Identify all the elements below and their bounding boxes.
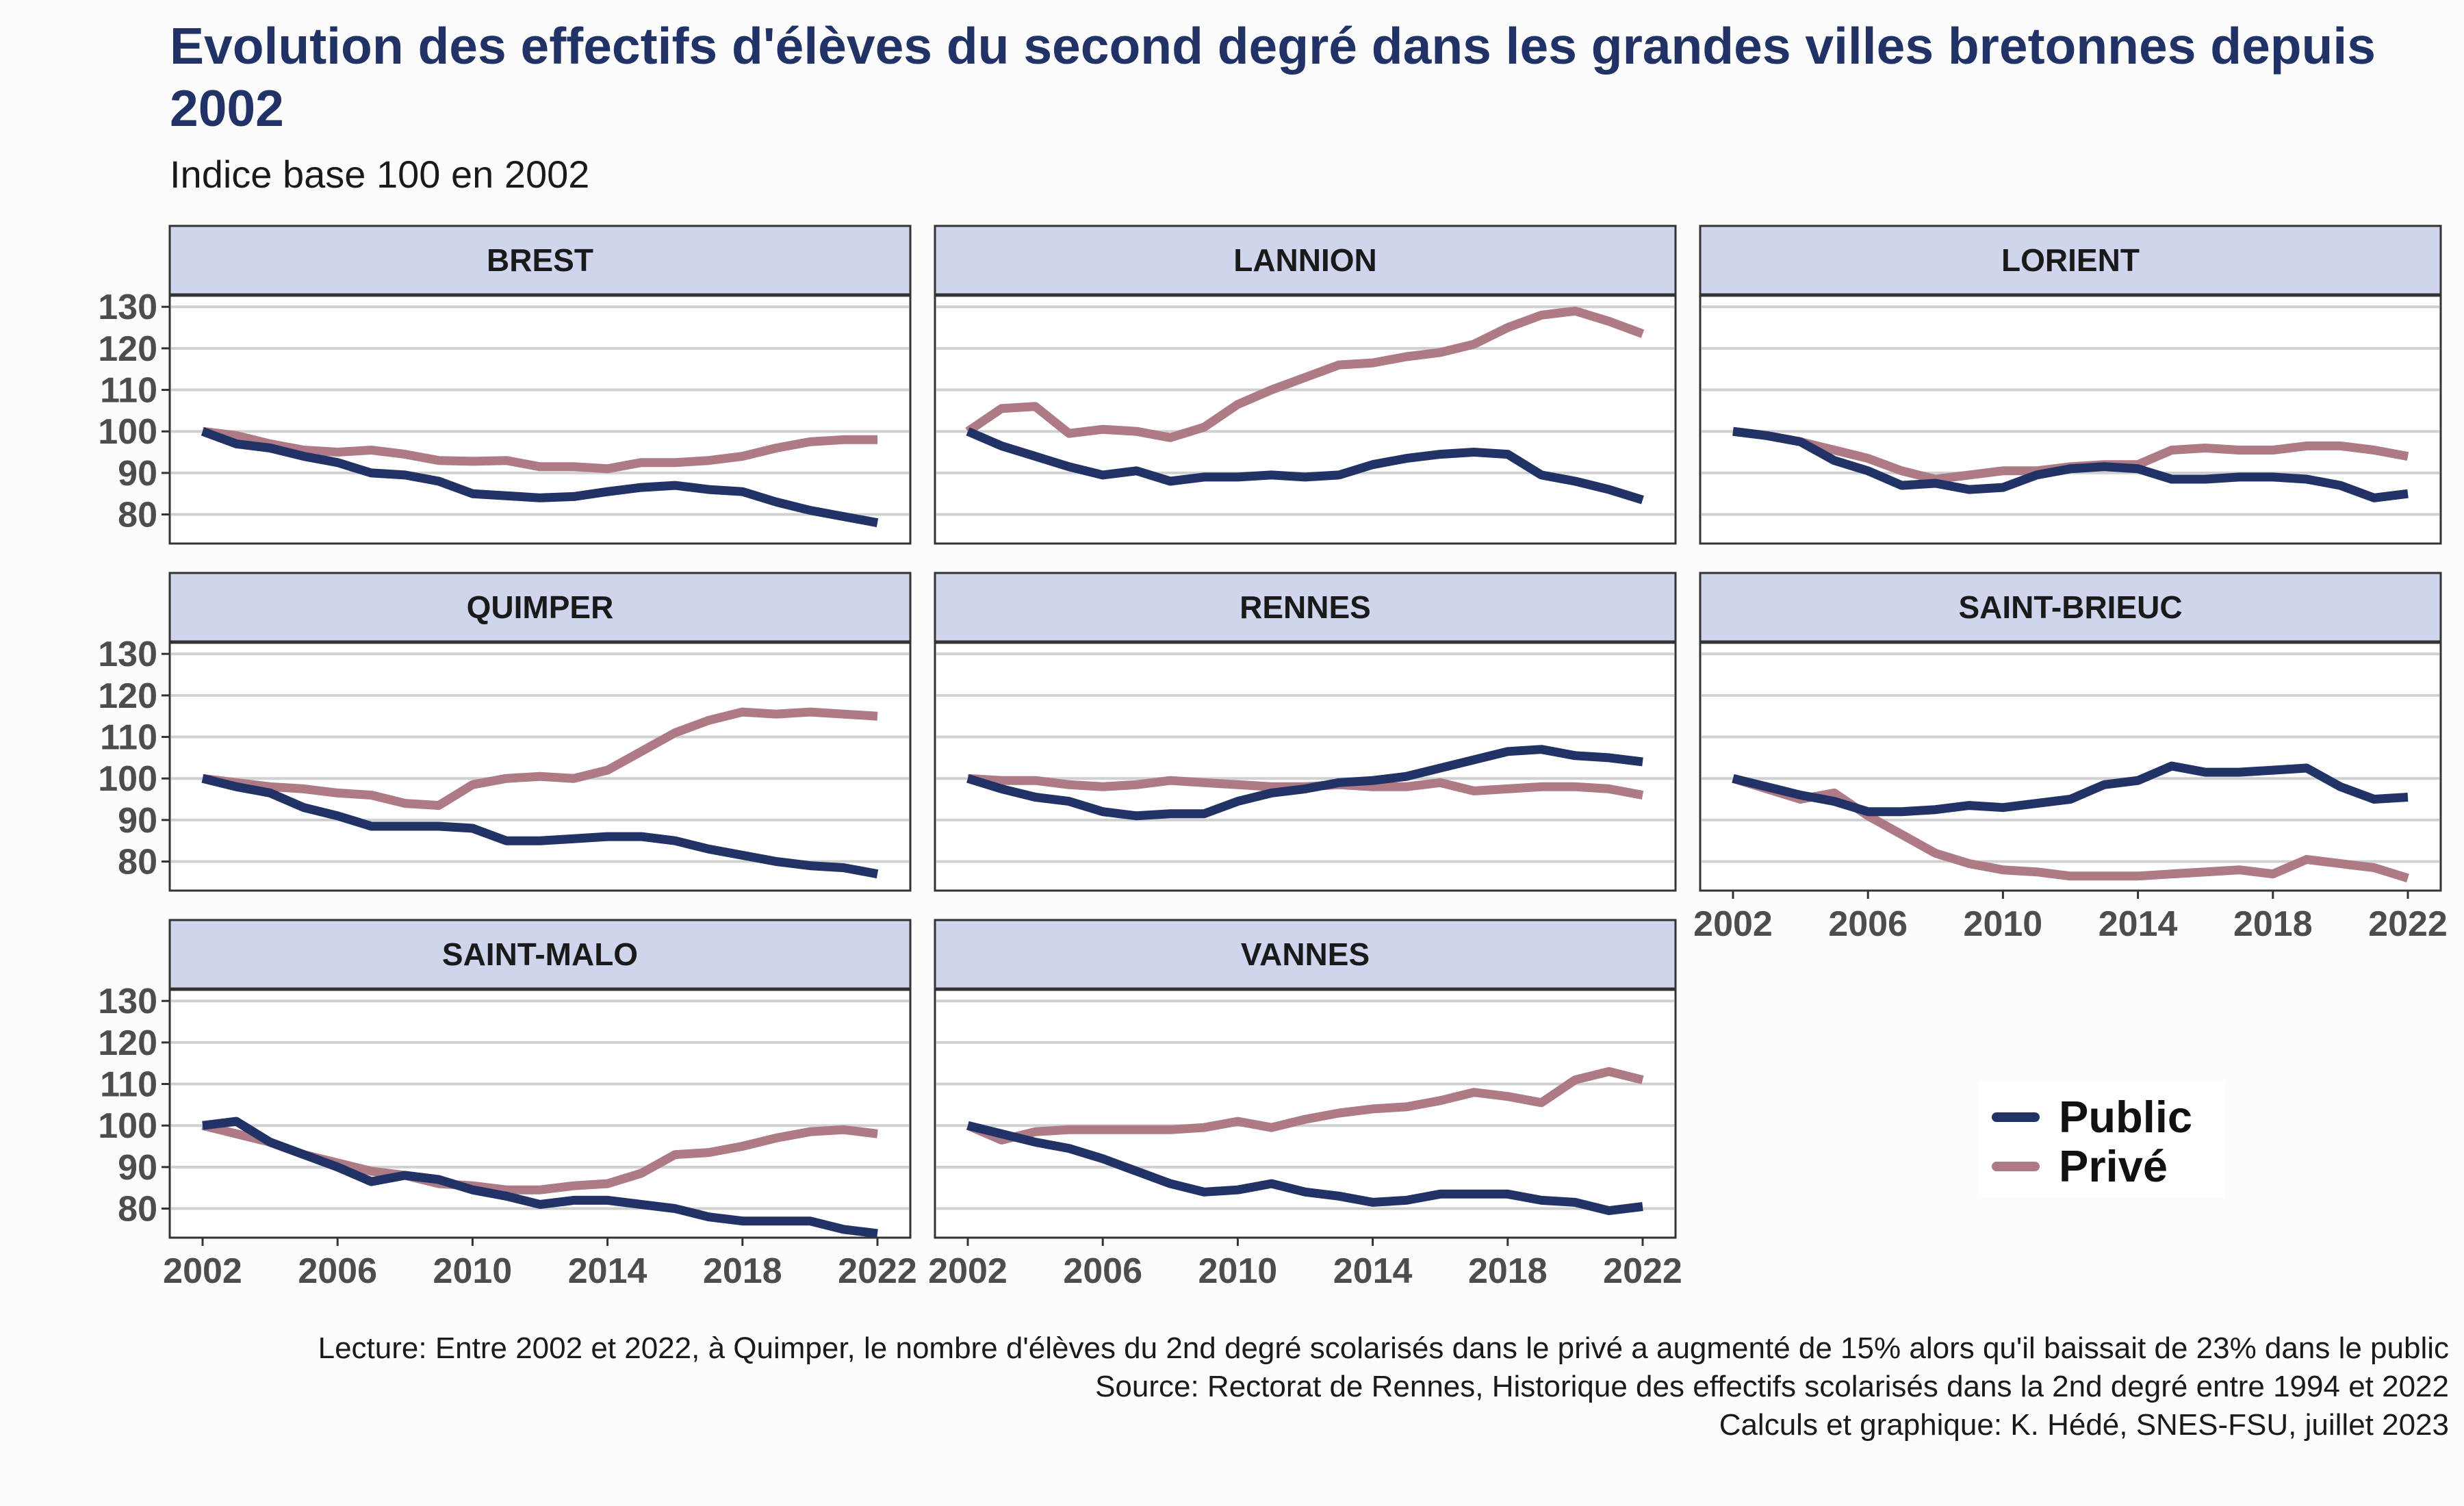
y-tick-label: 80 xyxy=(118,496,157,535)
y-tick-label: 130 xyxy=(98,635,157,674)
panel-vannes: VANNES 2002 2006 2010 2014 2018 2022 xyxy=(928,919,1682,1291)
x-tick-label: 2014 xyxy=(1333,1251,1413,1291)
strip-label-brest: BREST xyxy=(487,242,593,278)
strip-label-quimper: QUIMPER xyxy=(467,589,614,625)
y-tick-label: 80 xyxy=(118,1190,157,1229)
panel-area-saint-malo xyxy=(168,987,912,1239)
x-tick-label: 2002 xyxy=(163,1251,242,1291)
strip-label-rennes: RENNES xyxy=(1240,589,1371,625)
x-tick-label: 2006 xyxy=(1063,1251,1142,1291)
chart-subtitle: Indice base 100 en 2002 xyxy=(170,153,590,196)
strip-lorient xyxy=(1699,225,2442,296)
panel-area-quimper xyxy=(168,640,912,892)
y-tick-label: 110 xyxy=(100,718,157,758)
caption: Lecture: Entre 2002 et 2022, à Quimper, … xyxy=(318,1329,2449,1444)
x-tick-label: 2010 xyxy=(1964,904,2043,944)
strip-label-vannes: VANNES xyxy=(1241,936,1370,972)
x-tick-label: 2010 xyxy=(1198,1251,1278,1291)
series-line-prive-vannes xyxy=(966,1067,1644,1145)
x-tick-label: 2002 xyxy=(1693,904,1773,944)
strip-rennes xyxy=(934,572,1677,643)
x-tick-label: 2018 xyxy=(2233,904,2313,944)
strip-saint-malo xyxy=(168,919,912,990)
strip-label-saint-malo: SAINT-MALO xyxy=(442,936,638,972)
legend-label-prive: Privé xyxy=(2059,1141,2168,1191)
y-tick-label: 90 xyxy=(118,1148,157,1188)
panel-saint-brieuc: SAINT-BRIEUC 2002 2006 2010 2014 2018 2022 xyxy=(1693,572,2448,944)
strip-vannes xyxy=(934,919,1677,990)
x-tick-label: 2014 xyxy=(568,1251,647,1291)
panel-area-lorient xyxy=(1699,293,2442,545)
x-tick-label: 2022 xyxy=(1603,1251,1682,1291)
series-line-public-rennes xyxy=(966,745,1643,821)
panel-area-saint-brieuc xyxy=(1699,640,2442,892)
strip-lannion xyxy=(934,225,1677,296)
series-line-public-vannes xyxy=(966,1121,1643,1216)
y-tick-label: 110 xyxy=(100,1065,157,1105)
y-tick-label: 80 xyxy=(118,843,157,882)
series-line-public-saint-brieuc xyxy=(1732,761,2409,817)
x-tick-label: 2002 xyxy=(928,1251,1008,1291)
legend-swatch-public xyxy=(1992,1112,2040,1122)
chart-title: Evolution des effectifs d'élèves du seco… xyxy=(170,17,2376,137)
y-tick-label: 110 xyxy=(100,371,157,411)
y-tick-label: 120 xyxy=(98,676,157,716)
panel-rennes: RENNES xyxy=(934,572,1677,892)
series-line-public-lannion xyxy=(966,427,1644,505)
series-line-public-brest xyxy=(201,427,879,528)
series-line-public-lorient xyxy=(1732,426,2409,502)
y-tick-label: 100 xyxy=(98,412,157,452)
y-tick-label: 120 xyxy=(98,329,157,369)
x-tick-label: 2010 xyxy=(433,1251,513,1291)
x-tick-label: 2022 xyxy=(2368,904,2448,944)
legend: Public Privé xyxy=(1978,1082,2224,1198)
x-tick-label: 2006 xyxy=(1828,904,1908,944)
caption-credits: Calculs et graphique: K. Hédé, SNES-FSU,… xyxy=(1719,1408,2449,1442)
series-line-prive-lannion xyxy=(965,306,1645,442)
series-line-public-quimper xyxy=(201,774,879,879)
y-tick-label: 90 xyxy=(118,801,157,841)
y-tick-label: 130 xyxy=(98,288,157,327)
legend-swatch-prive xyxy=(1992,1162,2040,1171)
y-tick-label: 90 xyxy=(118,454,157,494)
x-tick-label: 2006 xyxy=(298,1251,377,1291)
panel-area-lannion xyxy=(934,293,1677,545)
y-tick-label: 130 xyxy=(98,982,157,1021)
strip-quimper xyxy=(168,572,912,643)
series-line-prive-brest xyxy=(202,426,877,474)
panel-area-rennes xyxy=(934,640,1677,892)
x-tick-label: 2018 xyxy=(1468,1251,1548,1291)
legend-label-public: Public xyxy=(2059,1092,2193,1142)
panel-lannion: LANNION xyxy=(934,225,1677,545)
y-tick-label: 120 xyxy=(98,1023,157,1063)
panel-lorient: LORIENT xyxy=(1699,225,2442,545)
strip-label-saint-brieuc: SAINT-BRIEUC xyxy=(1958,589,2182,625)
strip-label-lorient: LORIENT xyxy=(2001,242,2140,278)
x-tick-label: 2018 xyxy=(703,1251,782,1291)
caption-source: Source: Rectorat de Rennes, Historique d… xyxy=(1095,1370,2449,1403)
series-line-public-saint-malo xyxy=(202,1116,878,1238)
y-tick-label: 100 xyxy=(98,759,157,799)
strip-label-lannion: LANNION xyxy=(1233,242,1377,278)
strip-brest xyxy=(168,225,912,296)
series-line-prive-quimper xyxy=(202,707,878,811)
x-tick-label: 2014 xyxy=(2099,904,2178,944)
caption-lecture: Lecture: Entre 2002 et 2022, à Quimper, … xyxy=(318,1331,2449,1365)
x-tick-label: 2022 xyxy=(838,1251,917,1291)
y-tick-label: 100 xyxy=(98,1106,157,1146)
